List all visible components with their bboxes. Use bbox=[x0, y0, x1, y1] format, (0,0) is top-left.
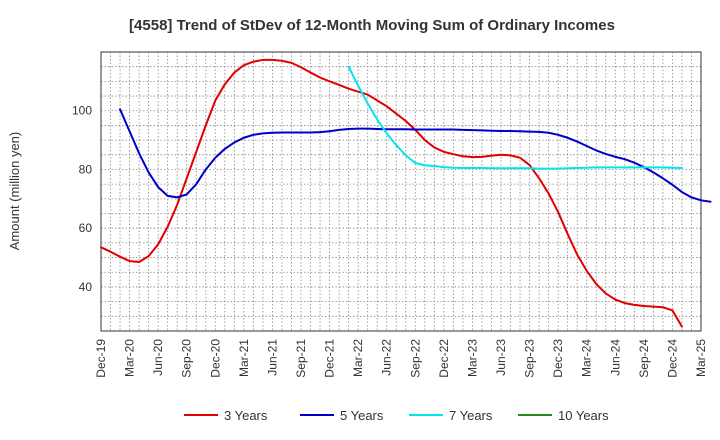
y-tick-label: 100 bbox=[72, 104, 92, 118]
x-tick-label: Mar-21 bbox=[237, 339, 251, 377]
x-tick-label: Sep-24 bbox=[637, 339, 651, 378]
x-tick-label: Mar-25 bbox=[694, 339, 708, 377]
y-tick-label: 40 bbox=[79, 280, 93, 294]
y-tick-label: 60 bbox=[79, 221, 93, 235]
x-tick-label: Dec-24 bbox=[665, 339, 679, 378]
legend-label: 3 Years bbox=[224, 408, 268, 423]
x-tick-label: Dec-21 bbox=[323, 339, 337, 378]
x-axis: Dec-19 Mar-20 Jun-20 Sep-20 Dec-20 Mar-21 Jun-… bbox=[94, 339, 708, 378]
legend-label: 7 Years bbox=[449, 408, 493, 423]
x-tick-label: Jun-24 bbox=[608, 339, 622, 376]
series-line-7-years bbox=[347, 65, 683, 170]
x-tick-label: Dec-22 bbox=[437, 339, 451, 378]
legend-label: 5 Years bbox=[340, 408, 384, 423]
x-tick-label: Sep-20 bbox=[180, 339, 194, 378]
grid bbox=[101, 52, 701, 331]
x-tick-label: Jun-21 bbox=[265, 339, 279, 376]
x-tick-label: Sep-21 bbox=[294, 339, 308, 378]
series-line-5-years bbox=[119, 108, 712, 203]
y-axis: 40 60 80 100 bbox=[72, 104, 92, 294]
x-tick-label: Jun-23 bbox=[494, 339, 508, 376]
series-layer bbox=[100, 58, 712, 328]
x-tick-label: Dec-19 bbox=[94, 339, 108, 378]
y-axis-label: Amount (million yen) bbox=[7, 132, 22, 251]
x-tick-label: Mar-23 bbox=[465, 339, 479, 377]
series-line-3-years bbox=[100, 58, 683, 328]
x-tick-label: Mar-24 bbox=[580, 339, 594, 377]
x-tick-label: Sep-23 bbox=[523, 339, 537, 378]
legend-label: 10 Years bbox=[558, 408, 609, 423]
x-tick-label: Jun-20 bbox=[151, 339, 165, 376]
plot-area bbox=[100, 51, 702, 332]
chart-title: [4558] Trend of StDev of 12-Month Moving… bbox=[129, 17, 615, 34]
legend: 3 Years 5 Years 7 Years 10 Years bbox=[184, 408, 609, 423]
x-tick-label: Mar-20 bbox=[123, 339, 137, 377]
x-tick-label: Jun-22 bbox=[380, 339, 394, 376]
x-tick-label: Dec-20 bbox=[208, 339, 222, 378]
x-tick-label: Sep-22 bbox=[408, 339, 422, 378]
x-tick-label: Mar-22 bbox=[351, 339, 365, 377]
x-tick-label: Dec-23 bbox=[551, 339, 565, 378]
y-tick-label: 80 bbox=[79, 162, 93, 176]
